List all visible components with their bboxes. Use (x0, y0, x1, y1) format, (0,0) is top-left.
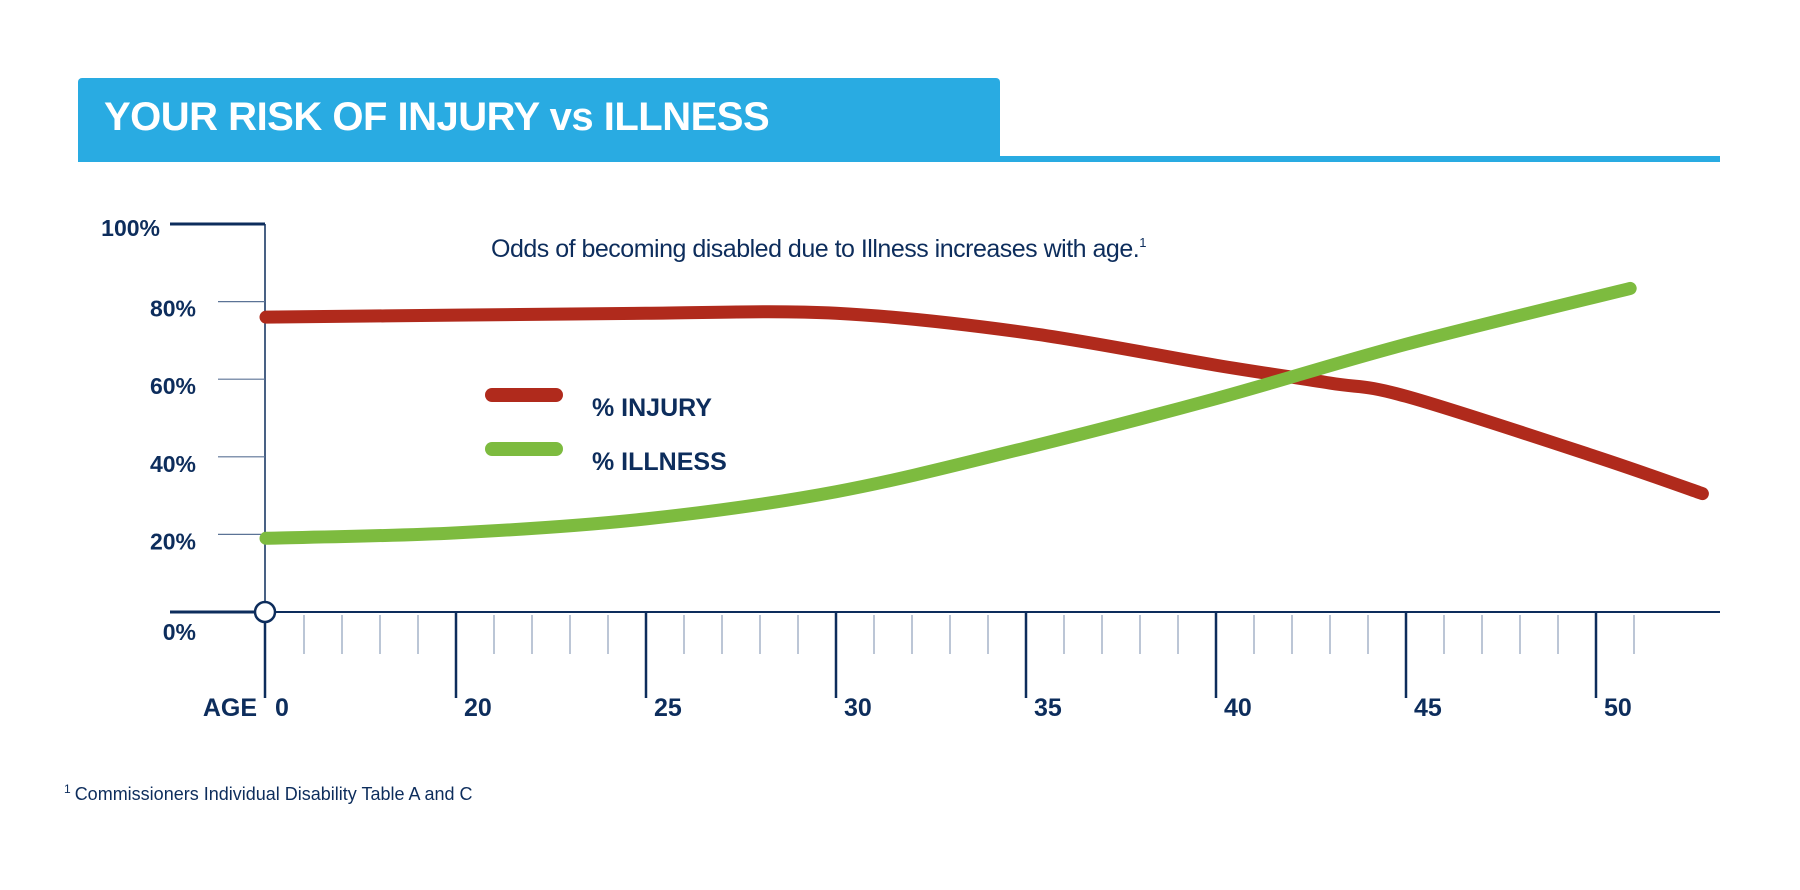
series-lines (259, 281, 1709, 545)
y-tick-label: 100% (101, 215, 160, 241)
chart-subtitle: Odds of becoming disabled due to Illness… (491, 235, 1146, 263)
x-axis-label: AGE (203, 694, 257, 722)
footnote-text: Commissioners Individual Disability Tabl… (74, 784, 473, 804)
y-tick-label: 80% (150, 296, 196, 322)
x-tick-label: 20 (464, 694, 492, 722)
legend-label-illness: % ILLNESS (592, 448, 727, 476)
axes: 0% 20% 40% 60% 80% 100% AGE 0 20 25 30 35 40 45 50 (101, 215, 1720, 722)
y-tick-label: 20% (150, 528, 196, 554)
title-banner: YOUR RISK OF INJURY vs ILLNESS (78, 78, 1000, 156)
footnote-mark: 1 (64, 782, 71, 796)
x-tick-label: 45 (1414, 694, 1442, 722)
title-rule (78, 156, 1720, 162)
x-tick-label: 0 (275, 694, 289, 722)
x-tick-label: 40 (1224, 694, 1252, 722)
series-line-injury (259, 305, 1709, 501)
chart-title: YOUR RISK OF INJURY vs ILLNESS (104, 95, 770, 139)
series-line-illness (259, 281, 1637, 545)
x-tick-label: 50 (1604, 694, 1632, 722)
footnote: 1 Commissioners Individual Disability Tab… (64, 782, 473, 805)
legend-label-injury: % INJURY (592, 394, 712, 422)
axis-origin-marker (253, 600, 277, 624)
y-tick-label: 60% (150, 373, 196, 399)
y-tick-label: 0% (163, 619, 196, 645)
y-tick-label: 40% (150, 451, 196, 477)
x-tick-label: 30 (844, 694, 872, 722)
x-tick-label: 35 (1034, 694, 1062, 722)
x-tick-label: 25 (654, 694, 682, 722)
